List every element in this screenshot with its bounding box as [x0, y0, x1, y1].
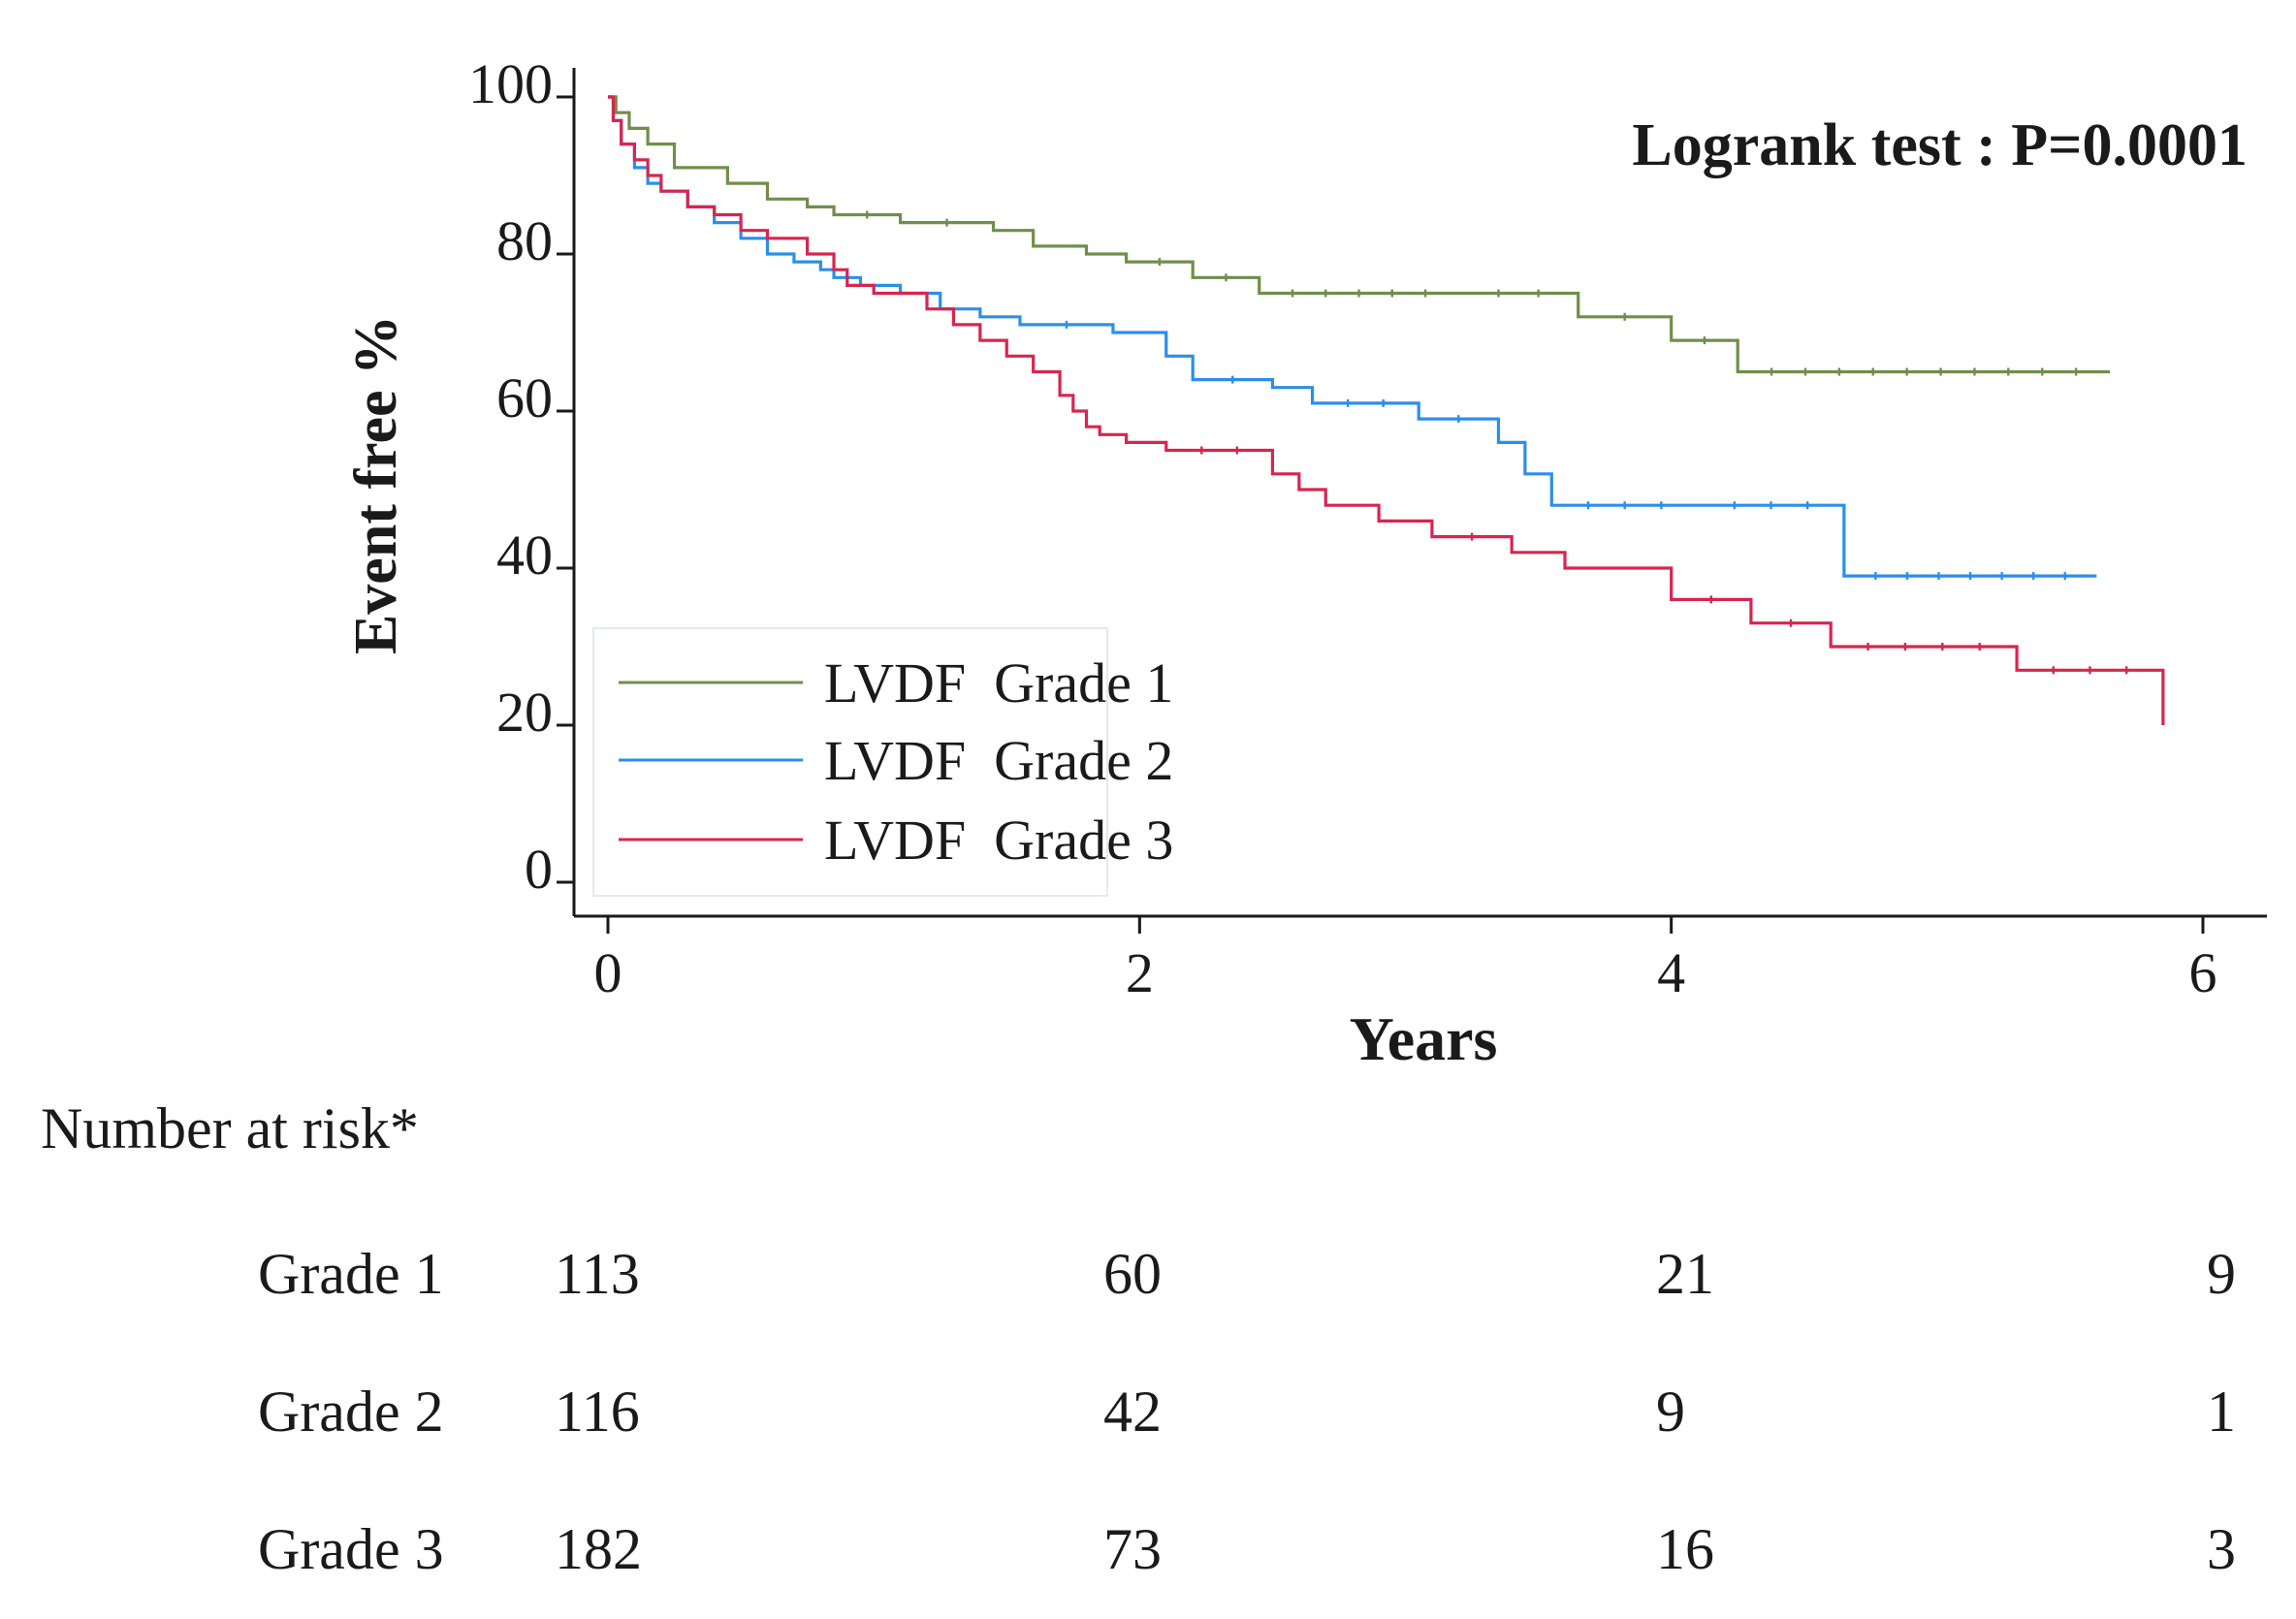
- legend: LVDF Grade 1 LVDF Grade 2 LVDF Grade 3: [592, 627, 1173, 897]
- risk-value: 116: [555, 1380, 640, 1444]
- y-tick-label: 40: [496, 524, 553, 587]
- y-tick-label: 0: [525, 838, 553, 901]
- risk-value: 113: [555, 1242, 640, 1306]
- x-axis-label: Years: [1350, 1004, 1498, 1066]
- y-axis-label: Event free %: [343, 315, 409, 654]
- risk-table-title: Number at risk*: [41, 1096, 419, 1160]
- risk-value: 21: [1656, 1242, 1714, 1306]
- km-chart: 0 20 40 60 80 100 0 2 4 6 Logrank test : P=0.000…: [343, 52, 2267, 1066]
- risk-value: 60: [1103, 1242, 1162, 1306]
- legend-label-grade-1: LVDF Grade 1: [824, 651, 1173, 714]
- x-tick-label: 0: [594, 941, 622, 1004]
- km-curve-grade-3: [608, 95, 2165, 725]
- y-tick-label: 80: [496, 209, 553, 272]
- censor-marks-grade-1: [866, 210, 2078, 376]
- legend-label-grade-3: LVDF Grade 3: [824, 809, 1173, 872]
- risk-value: 1: [2207, 1380, 2236, 1444]
- y-tick-label: 60: [496, 366, 553, 429]
- risk-row-label: Grade 3: [258, 1517, 444, 1581]
- risk-row-grade-3: Grade 3 182 73 16 3: [0, 1516, 2296, 1594]
- risk-row-grade-1: Grade 1 113 60 21 9: [0, 1241, 2296, 1318]
- series-layer: [608, 95, 2165, 725]
- censor-marks-grade-3: [1200, 446, 2128, 675]
- risk-value: 3: [2207, 1517, 2236, 1581]
- risk-value: 42: [1103, 1380, 1162, 1444]
- risk-row-label: Grade 1: [258, 1242, 444, 1306]
- x-axis-ticks: 0 2 4 6: [594, 916, 2217, 1004]
- y-axis-ticks: 0 20 40 60 80 100: [468, 52, 574, 901]
- censor-marks-grade-2: [1065, 320, 2066, 581]
- logrank-annotation: Logrank test : P=0.0001: [1632, 112, 2248, 178]
- y-tick-label: 100: [468, 52, 553, 115]
- legend-box: [592, 627, 1108, 897]
- risk-value: 16: [1656, 1517, 1714, 1581]
- legend-label-grade-2: LVDF Grade 2: [824, 729, 1173, 792]
- risk-row-grade-2: Grade 2 116 42 9 1: [0, 1379, 2296, 1456]
- risk-value: 73: [1103, 1517, 1162, 1581]
- risk-value: 9: [2207, 1242, 2236, 1306]
- risk-value: 182: [555, 1517, 642, 1581]
- risk-value: 9: [1656, 1380, 1685, 1444]
- risk-row-label: Grade 2: [258, 1380, 444, 1444]
- x-tick-label: 4: [1657, 941, 1685, 1004]
- y-tick-label: 20: [496, 681, 553, 744]
- x-tick-label: 2: [1126, 941, 1154, 1004]
- x-tick-label: 6: [2189, 941, 2217, 1004]
